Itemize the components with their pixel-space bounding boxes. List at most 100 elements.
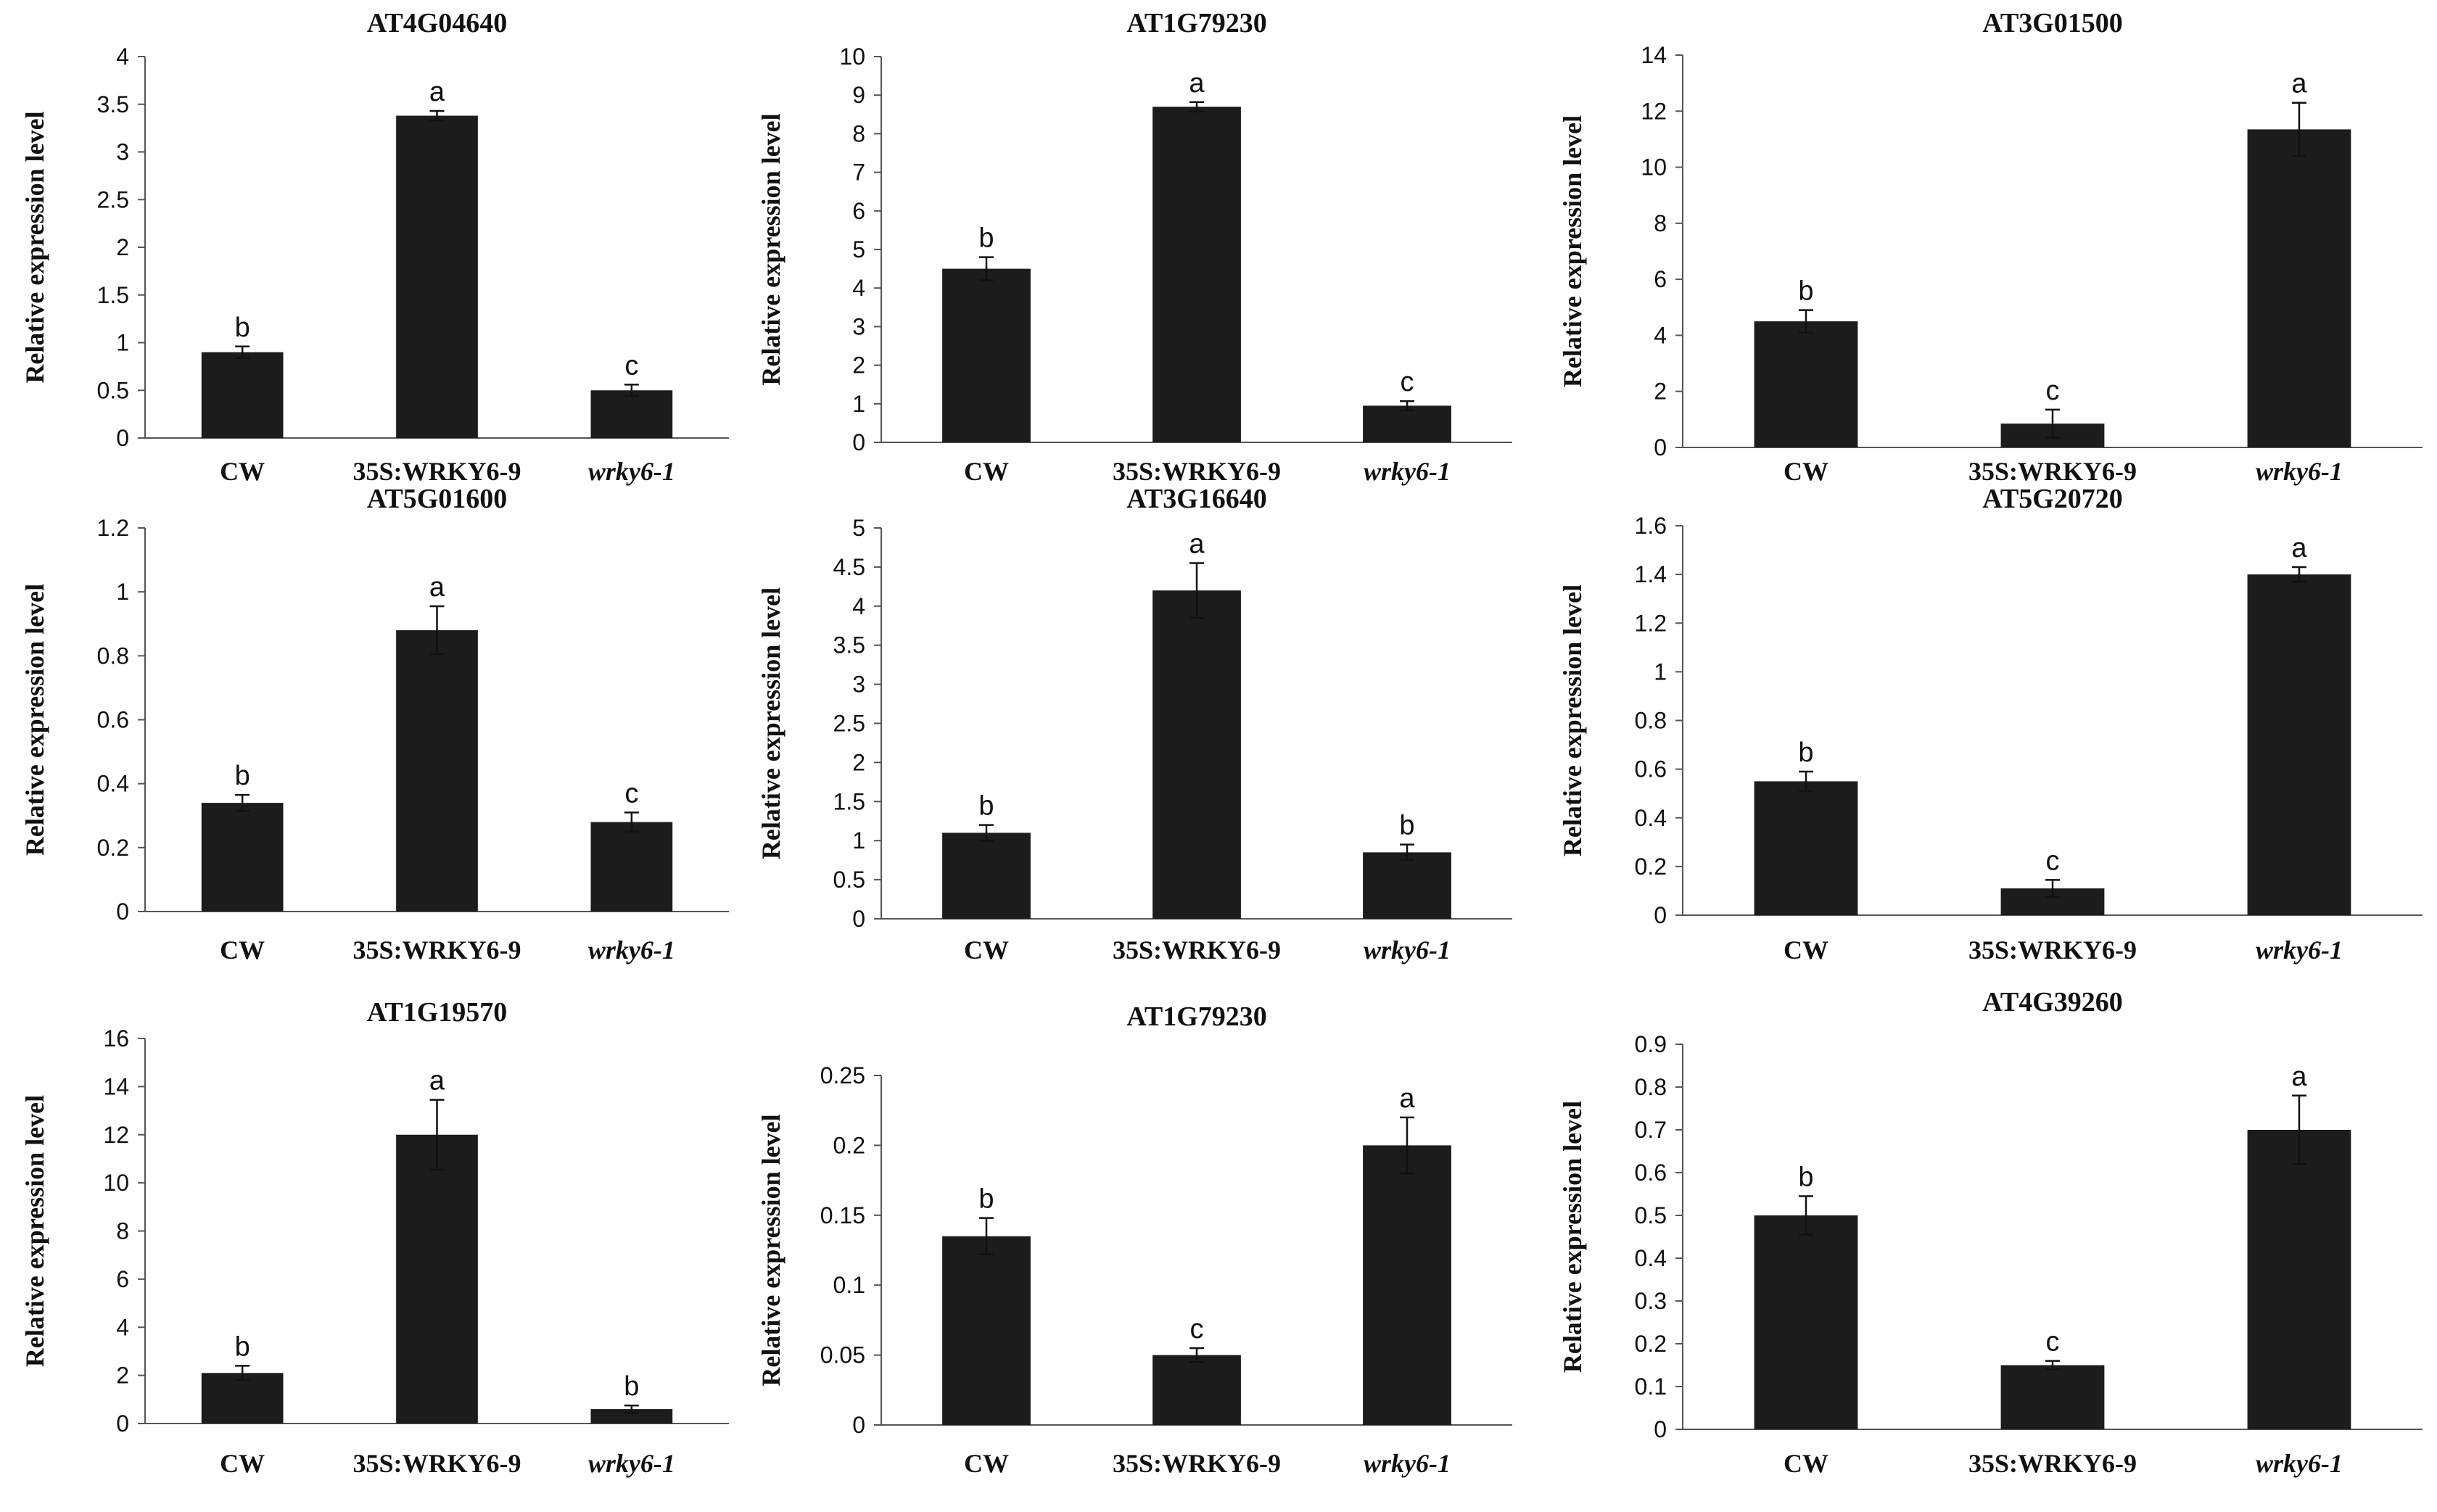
- chart-panel-4: AT5G01600 Relative expression level 0 0.2 0.…: [20, 484, 729, 964]
- bar-wrky6-1: [2247, 574, 2351, 915]
- y-tick-label: 1: [1654, 658, 1667, 685]
- significance-label: b: [1798, 1162, 1813, 1192]
- bar-wrky6-1: [590, 390, 673, 438]
- x-tick-label: 35S:WRKY6-9: [353, 457, 521, 486]
- bar-35s-wrky6-9: [1152, 1355, 1241, 1425]
- bar-35s-wrky6-9: [1152, 107, 1241, 442]
- chart-title: AT5G01600: [367, 484, 508, 514]
- y-tick-label: 12: [1641, 98, 1667, 124]
- significance-label: c: [1190, 1314, 1204, 1344]
- bar-35s-wrky6-9: [396, 1134, 478, 1424]
- significance-label: a: [429, 572, 445, 603]
- y-tick-label: 8: [1654, 210, 1667, 236]
- y-tick-label: 2: [852, 352, 865, 379]
- y-tick-label: 4: [1654, 322, 1667, 348]
- significance-label: b: [235, 761, 250, 791]
- significance-label: a: [2291, 533, 2307, 563]
- significance-label: a: [2291, 1062, 2307, 1092]
- significance-label: a: [2291, 69, 2307, 99]
- y-tick-label: 0: [852, 1412, 865, 1438]
- x-tick-label: wrky6-1: [588, 1449, 675, 1478]
- y-tick-label: 4: [852, 275, 865, 301]
- y-tick-label: 14: [1641, 42, 1667, 68]
- x-tick-label: CW: [220, 935, 265, 964]
- x-tick-label: 35S:WRKY6-9: [353, 935, 521, 964]
- y-axis-label: Relative expression level: [756, 113, 785, 385]
- y-axis-label: Relative expression level: [756, 587, 785, 859]
- chart-panel-3: AT3G01500 Relative expression level 0 2 4 6 8 1…: [1558, 8, 2422, 486]
- significance-label: b: [1798, 738, 1813, 768]
- y-tick-label: 0: [1654, 902, 1667, 928]
- y-tick-label: 0: [116, 898, 129, 925]
- y-tick-label: 0: [852, 906, 865, 932]
- y-tick-label: 0.6: [97, 707, 129, 733]
- y-tick-label: 0.5: [833, 867, 865, 893]
- x-tick-label: 35S:WRKY6-9: [1113, 457, 1281, 486]
- x-tick-label: 35S:WRKY6-9: [1113, 935, 1281, 964]
- significance-label: a: [1189, 529, 1205, 560]
- x-tick-label: CW: [220, 457, 265, 486]
- significance-label: c: [624, 778, 638, 809]
- y-tick-label: 3: [852, 313, 865, 339]
- y-tick-label: 1.2: [97, 515, 129, 541]
- y-tick-label: 0.2: [1635, 854, 1667, 880]
- bar-cw: [1754, 781, 1858, 915]
- bar-wrky6-1: [1363, 1145, 1451, 1425]
- y-tick-label: 0: [116, 1410, 129, 1437]
- y-tick-label: 0.8: [1635, 1074, 1667, 1100]
- y-tick-label: 0: [1654, 1416, 1667, 1442]
- x-tick-label: 35S:WRKY6-9: [1968, 935, 2137, 964]
- y-tick-label: 1: [852, 391, 865, 417]
- y-tick-label: 0: [116, 425, 129, 451]
- y-tick-label: 0.1: [1635, 1373, 1667, 1400]
- bar-wrky6-1: [2247, 129, 2351, 447]
- x-tick-label: 35S:WRKY6-9: [1968, 1449, 2137, 1478]
- y-tick-label: 16: [103, 1025, 129, 1052]
- bar-wrky6-1: [590, 1409, 673, 1424]
- chart-title: AT4G04640: [367, 8, 508, 38]
- x-tick-label: CW: [1784, 457, 1828, 486]
- bar-35s-wrky6-9: [1152, 590, 1241, 919]
- x-tick-label: wrky6-1: [1364, 457, 1451, 486]
- y-axis-label: Relative expression level: [1558, 115, 1587, 387]
- chart-panel-2: AT1G79230 Relative expression level 0 1 2 3 4 5…: [756, 8, 1512, 486]
- significance-label: a: [1189, 68, 1205, 99]
- bar-wrky6-1: [1363, 405, 1451, 442]
- y-tick-label: 2.5: [97, 186, 129, 212]
- y-tick-label: 3.5: [833, 632, 865, 658]
- y-axis-label: Relative expression level: [20, 1095, 49, 1367]
- y-tick-label: 0.9: [1635, 1031, 1667, 1057]
- y-tick-label: 0.2: [833, 1132, 865, 1158]
- bar-35s-wrky6-9: [396, 115, 478, 438]
- y-tick-label: 6: [852, 198, 865, 224]
- y-tick-label: 0.5: [1635, 1202, 1667, 1228]
- y-tick-label: 0.6: [1635, 756, 1667, 782]
- significance-label: b: [978, 791, 994, 822]
- x-tick-label: CW: [964, 457, 1009, 486]
- y-tick-label: 0.7: [1635, 1117, 1667, 1143]
- y-tick-label: 3: [852, 672, 865, 698]
- y-tick-label: 1.5: [833, 788, 865, 814]
- y-axis-label: Relative expression level: [20, 584, 49, 856]
- bar-wrky6-1: [590, 822, 673, 912]
- significance-label: c: [2046, 1327, 2060, 1358]
- significance-label: c: [2046, 846, 2060, 876]
- x-tick-label: wrky6-1: [2256, 457, 2343, 486]
- chart-title: AT1G79230: [1126, 8, 1267, 38]
- y-axis-label: Relative expression level: [1558, 584, 1587, 856]
- chart-title: AT1G79230: [1126, 1001, 1267, 1032]
- significance-label: b: [235, 1331, 250, 1362]
- significance-label: a: [1399, 1083, 1415, 1114]
- y-tick-label: 14: [103, 1073, 129, 1099]
- bar-wrky6-1: [1363, 852, 1451, 919]
- y-tick-label: 0.8: [1635, 708, 1667, 734]
- y-tick-label: 1: [116, 579, 129, 605]
- chart-panel-5: AT3G16640 Relative expression level 0 0.5 1 1…: [756, 484, 1512, 964]
- y-tick-label: 0.05: [820, 1342, 865, 1368]
- y-tick-label: 0.4: [1635, 805, 1667, 831]
- y-tick-label: 2.5: [833, 711, 865, 737]
- x-tick-label: 35S:WRKY6-9: [1113, 1449, 1281, 1478]
- x-tick-label: CW: [964, 935, 1009, 964]
- chart-title: AT3G16640: [1126, 484, 1267, 514]
- y-tick-label: 2: [116, 234, 129, 260]
